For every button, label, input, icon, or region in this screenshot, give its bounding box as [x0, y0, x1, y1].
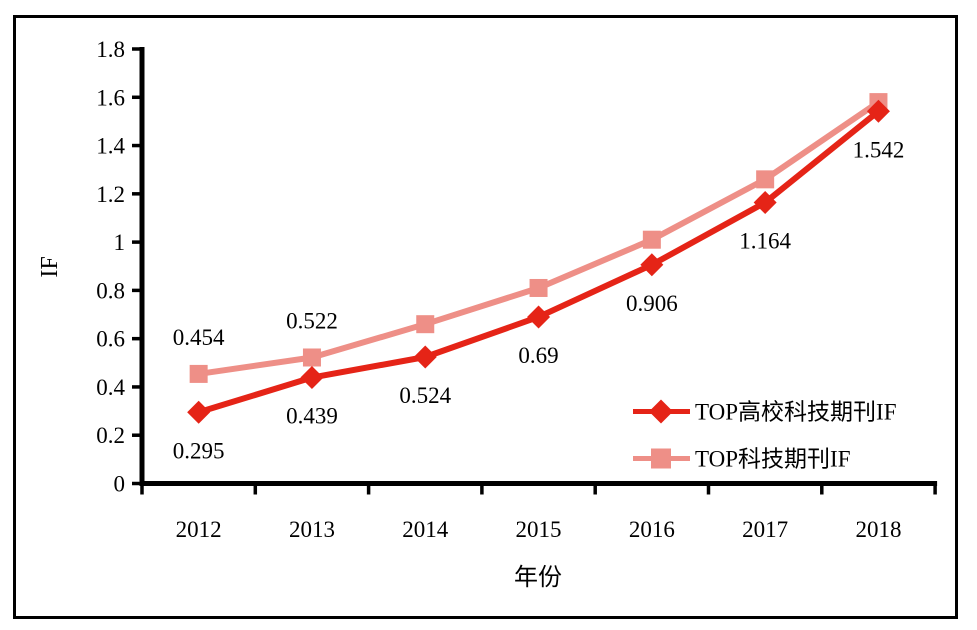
y-tick-label: 1 — [114, 230, 126, 255]
marker-diamond-icon — [413, 345, 437, 369]
y-tick-label: 0.8 — [96, 278, 125, 303]
y-tick-label: 1.2 — [96, 182, 125, 207]
marker-square-icon — [302, 348, 321, 367]
marker-diamond-icon — [640, 253, 664, 277]
y-tick-label: 1.6 — [96, 85, 125, 110]
legend: TOP高校科技期刊IF TOP科技期刊IF — [633, 399, 897, 472]
marker-square-icon — [756, 170, 775, 189]
x-axis-ticks: 2012 2013 2014 2015 2016 2017 2018 — [140, 483, 937, 542]
data-label: 0.454 — [173, 325, 225, 350]
marker-diamond-icon — [753, 191, 777, 215]
data-labels: 0.295 0.439 0.524 0.69 0.906 1.164 1.542 0.454 0… — [173, 137, 905, 463]
y-tick-label: 0.2 — [96, 423, 125, 448]
legend-diamond-icon — [649, 399, 673, 424]
marker-diamond-icon — [866, 99, 890, 123]
legend-item: TOP高校科技期刊IF — [633, 399, 897, 425]
legend-label: TOP科技期刊IF — [695, 447, 851, 472]
data-label: 1.164 — [739, 229, 791, 254]
legend-item: TOP科技期刊IF — [633, 447, 851, 472]
y-axis-ticks: 0 0.2 0.4 0.6 0.8 1 1.2 1.4 1.6 1.8 — [96, 37, 142, 497]
legend-square-icon — [651, 448, 671, 469]
data-label: 0.522 — [286, 308, 338, 333]
series-lines — [187, 93, 890, 424]
data-label: 0.439 — [286, 404, 338, 429]
data-label: 0.524 — [399, 383, 451, 408]
marker-diamond-icon — [300, 366, 324, 390]
marker-square-icon — [416, 315, 435, 334]
marker-square-icon — [642, 230, 661, 249]
data-label: 0.69 — [518, 343, 558, 368]
data-label: 0.295 — [173, 438, 225, 463]
x-tick-label: 2018 — [855, 517, 901, 542]
y-tick-label: 1.8 — [96, 37, 125, 62]
x-tick-label: 2014 — [402, 517, 449, 542]
legend-label: TOP高校科技期刊IF — [695, 400, 897, 425]
data-label: 1.542 — [853, 137, 905, 162]
x-tick-label: 2012 — [176, 517, 222, 542]
y-tick-label: 0.6 — [96, 327, 125, 352]
y-axis-title: IF — [37, 256, 63, 277]
y-tick-label: 1.4 — [96, 134, 125, 159]
y-tick-label: 0.4 — [96, 375, 125, 400]
x-tick-label: 2013 — [289, 517, 335, 542]
x-axis-title: 年份 — [514, 564, 562, 591]
marker-diamond-icon — [187, 400, 211, 424]
axes — [139, 47, 938, 486]
x-tick-label: 2016 — [629, 517, 675, 542]
x-tick-label: 2015 — [516, 517, 562, 542]
marker-square-icon — [189, 364, 208, 383]
marker-diamond-icon — [527, 305, 551, 329]
data-label: 0.906 — [626, 291, 678, 316]
marker-square-icon — [529, 278, 548, 297]
x-tick-label: 2017 — [742, 517, 788, 542]
figure-border — [13, 15, 958, 619]
y-tick-label: 0 — [114, 472, 126, 497]
